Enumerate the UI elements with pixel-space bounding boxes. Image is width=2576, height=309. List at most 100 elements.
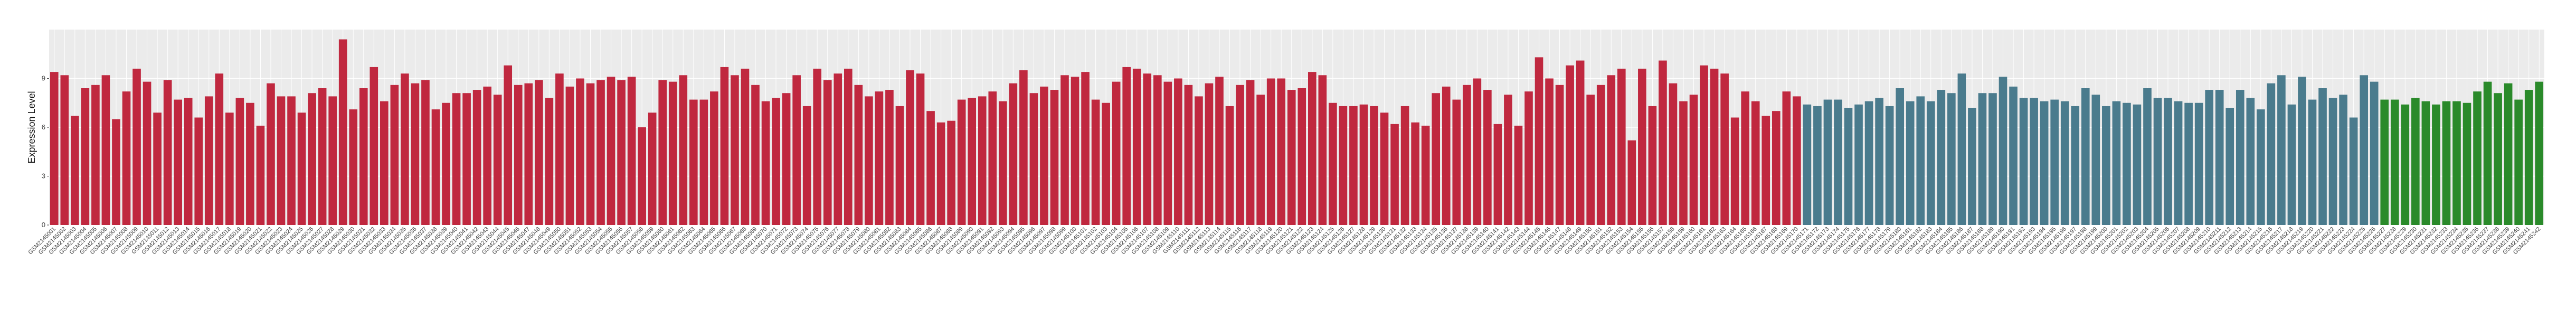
bar [2349, 117, 2358, 225]
bar [2091, 95, 2100, 225]
bar [1329, 102, 1337, 225]
bar [380, 101, 389, 225]
bar [1854, 104, 1863, 225]
bar [50, 72, 59, 225]
bar [1999, 77, 2007, 225]
bar [215, 73, 224, 225]
bar [936, 122, 945, 225]
bar [2442, 101, 2451, 225]
bar [1019, 70, 1028, 226]
y-axis-label: Expression Level [26, 91, 37, 163]
bar [1266, 78, 1275, 225]
bar [813, 69, 822, 225]
bar [741, 69, 750, 225]
bar [1442, 86, 1451, 225]
bar [81, 88, 90, 225]
bar [184, 98, 193, 225]
bar [1545, 78, 1554, 225]
bar [802, 106, 811, 225]
bar [895, 106, 904, 225]
bar [287, 96, 296, 225]
bar [1040, 86, 1048, 225]
bar [1926, 101, 1935, 225]
bar [91, 85, 100, 226]
bar [1823, 99, 1832, 225]
bar [2040, 101, 2049, 225]
bar [297, 113, 306, 225]
bar [1163, 81, 1172, 225]
bar [926, 111, 935, 225]
bar [916, 73, 925, 225]
bar [1071, 77, 1079, 225]
bar [2153, 98, 2162, 225]
bar [2112, 101, 2121, 225]
bar [1091, 99, 1100, 225]
bar [401, 73, 409, 225]
bar [1236, 85, 1244, 226]
bar [1813, 106, 1822, 225]
bar [1782, 91, 1791, 225]
bar [1669, 83, 1678, 225]
bar [978, 96, 987, 225]
bar [782, 93, 791, 225]
bar [2463, 102, 2471, 225]
bar [2060, 101, 2069, 225]
bar [483, 86, 491, 225]
bar [1720, 73, 1729, 225]
bar [2236, 90, 2244, 225]
bar [2421, 101, 2430, 225]
bar [2494, 93, 2502, 225]
bar [1102, 102, 1110, 225]
bar [1524, 91, 1533, 225]
bar [1988, 93, 1997, 225]
bar [2225, 108, 2234, 225]
bar [2194, 102, 2203, 225]
bar [751, 85, 760, 226]
bar [1205, 83, 1214, 225]
bar [1896, 88, 1904, 225]
bar [947, 120, 955, 225]
bar [1473, 78, 1482, 225]
y-tick-label: 6 [42, 123, 45, 131]
bar [699, 99, 708, 225]
bar [1339, 106, 1348, 225]
bar [2174, 101, 2183, 225]
bar [1153, 75, 1162, 226]
bar [1916, 96, 1925, 225]
bar [2267, 83, 2276, 225]
bar [1174, 78, 1182, 225]
bar [1834, 99, 1842, 225]
bar [1514, 125, 1523, 225]
bar [2308, 99, 2317, 225]
bar [1298, 88, 1306, 225]
bar [2287, 104, 2296, 225]
bar [576, 78, 584, 225]
bar [689, 99, 698, 225]
bar [1370, 106, 1378, 225]
bar [2390, 99, 2399, 225]
bar [1308, 72, 1317, 225]
bar [720, 67, 729, 226]
bar [2370, 81, 2379, 225]
bar [349, 109, 358, 225]
bar [1493, 124, 1502, 225]
bar [772, 98, 780, 225]
bar [2215, 90, 2224, 225]
bar [2504, 83, 2513, 225]
y-tick-label: 3 [42, 172, 45, 180]
bar [2380, 99, 2389, 225]
bar [493, 95, 502, 225]
bar [1689, 95, 1698, 225]
bar [1978, 93, 1987, 225]
bar [1772, 111, 1781, 225]
bar [1050, 90, 1059, 225]
bar [1648, 106, 1657, 225]
bar [71, 116, 79, 225]
bar [865, 96, 873, 225]
bar [596, 80, 605, 226]
bar [1617, 69, 1626, 225]
bar [1586, 95, 1595, 225]
bar [1411, 122, 1419, 225]
bar [1885, 106, 1894, 225]
